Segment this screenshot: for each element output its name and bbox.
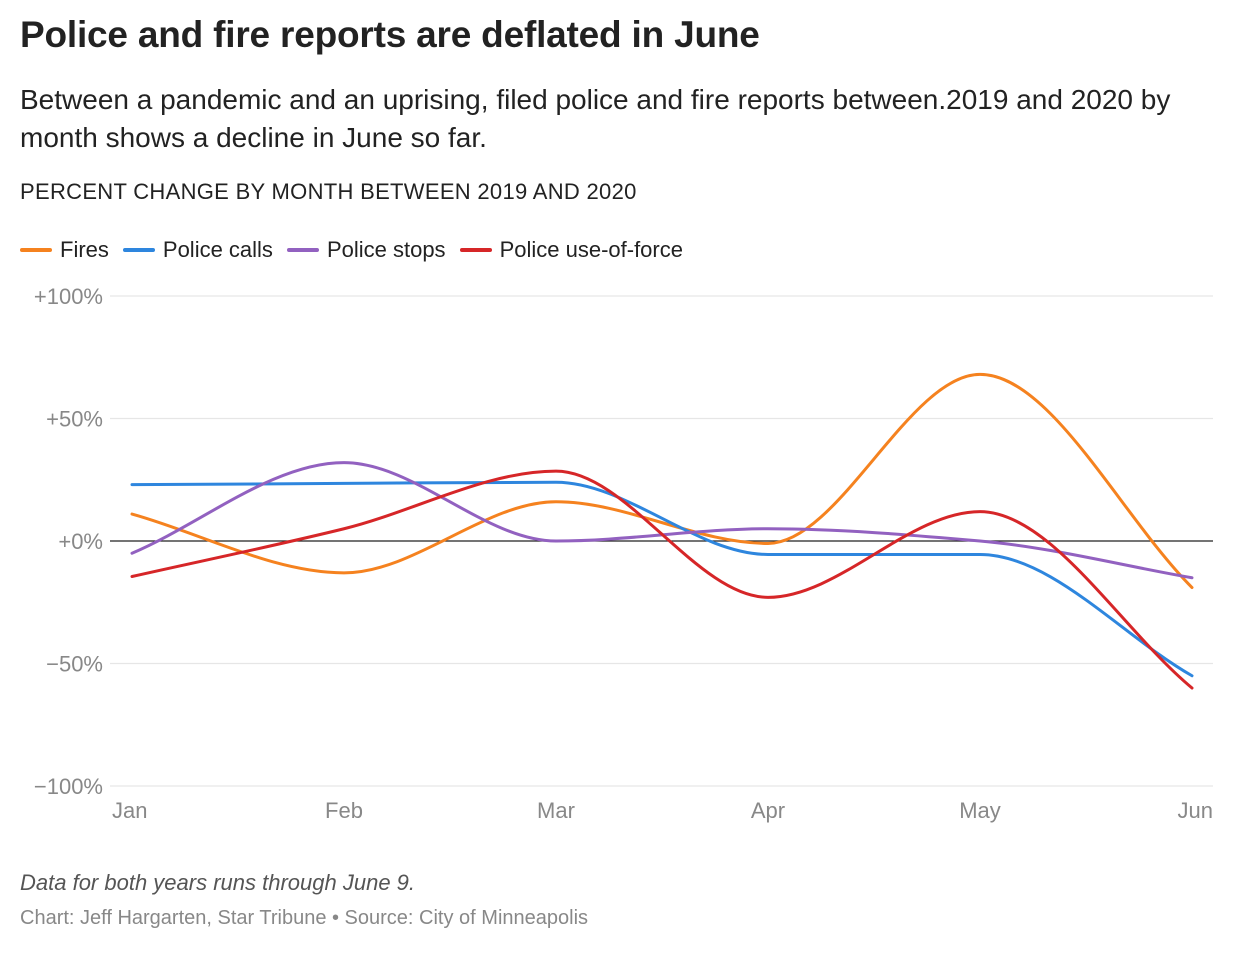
legend-label: Police stops [326, 237, 446, 262]
x-tick-label: Jun [1178, 798, 1213, 823]
legend-label: Police calls [162, 237, 273, 262]
chart-subtitle: Between a pandemic and an uprising, file… [20, 84, 1171, 153]
legend: Fires Police calls Police stops Police use-… [20, 235, 697, 265]
data-note: Data for both years runs through June 9. [20, 870, 416, 895]
chart-title: Police and fire reports are deflated in … [20, 14, 760, 55]
y-axis-label: PERCENT CHANGE BY MONTH BETWEEN 2019 AND… [20, 179, 637, 204]
legend-item-fires: Fires [20, 237, 109, 263]
legend-swatch [20, 248, 52, 252]
legend-swatch [122, 248, 155, 252]
series-line-police-use-of-force [130, 469, 1194, 690]
x-tick-label: Mar [537, 798, 575, 823]
x-tick-label: May [959, 798, 1001, 823]
legend-item-police-calls: Police calls [122, 237, 273, 263]
legend-swatch [459, 248, 492, 252]
legend-swatch [286, 248, 319, 252]
line-chart: +100% +50% +0% −50% −100% Jan Feb Mar Apr May Jun [34, 284, 1213, 823]
legend-label: Police use-of-force [499, 237, 683, 262]
series-line-police-calls [130, 480, 1194, 678]
y-tick-label: +100% [34, 284, 103, 309]
legend-label: Fires [60, 237, 109, 262]
series-line-fires [130, 372, 1194, 590]
chart-credit: Chart: Jeff Hargarten, Star Tribune • So… [20, 907, 589, 929]
x-tick-label: Apr [751, 798, 785, 823]
x-tick-label: Feb [325, 798, 363, 823]
x-tick-label: Jan [112, 798, 147, 823]
y-tick-label: +0% [58, 529, 103, 554]
y-tick-label: −50% [46, 652, 103, 677]
y-tick-label: −100% [34, 774, 103, 799]
y-tick-label: +50% [46, 407, 103, 432]
legend-item-police-stops: Police stops [286, 237, 446, 263]
legend-item-police-use-of-force: Police use-of-force [459, 237, 683, 263]
series-line-police-stops [130, 461, 1194, 580]
